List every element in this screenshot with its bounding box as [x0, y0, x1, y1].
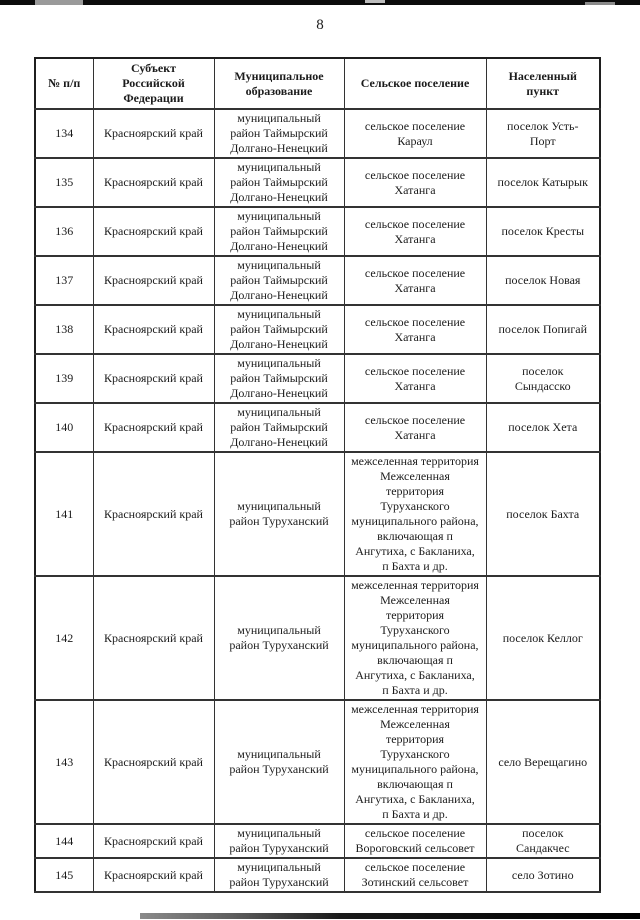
cell-municipality: муниципальный район Таймырский Долгано-Н…: [213, 402, 345, 453]
header-cell-num: № п/п: [34, 57, 94, 110]
top-scan-artifact-bar: [0, 0, 640, 5]
cell-locality: поселок Хета: [485, 402, 601, 453]
table-row: 136 Красноярский край муниципальный райо…: [34, 206, 601, 257]
cell-subject: Красноярский край: [92, 353, 215, 404]
cell-municipality: муниципальный район Таймырский Долгано-Н…: [213, 304, 345, 355]
cell-subject: Красноярский край: [92, 575, 215, 701]
cell-locality: село Верещагино: [485, 699, 601, 825]
header-cell-municipality: Муниципальное образование: [213, 57, 345, 110]
table-row: 141 Красноярский край муниципальный райо…: [34, 451, 601, 577]
table-row: 142 Красноярский край муниципальный райо…: [34, 575, 601, 701]
cell-num: 142: [34, 575, 94, 701]
cell-settlement: межселенная территория Межселенная терри…: [343, 699, 487, 825]
cell-settlement: межселенная территория Межселенная терри…: [343, 575, 487, 701]
cell-subject: Красноярский край: [92, 857, 215, 893]
table-row: 135 Красноярский край муниципальный райо…: [34, 157, 601, 208]
header-cell-locality: Населенный пункт: [485, 57, 601, 110]
header-cell-subject: Субъект Российской Федерации: [92, 57, 215, 110]
cell-municipality: муниципальный район Таймырский Долгано-Н…: [213, 157, 345, 208]
cell-settlement: сельское поселение Хатанга: [343, 206, 487, 257]
bottom-scan-artifact-bar: [140, 913, 640, 919]
cell-num: 141: [34, 451, 94, 577]
cell-locality: поселок Кресты: [485, 206, 601, 257]
cell-locality: поселок Катырык: [485, 157, 601, 208]
table-row: 134 Красноярский край муниципальный райо…: [34, 108, 601, 159]
table-header-row: № п/п Субъект Российской Федерации Муниц…: [34, 57, 601, 110]
cell-num: 136: [34, 206, 94, 257]
table-row: 145 Красноярский край муниципальный райо…: [34, 857, 601, 893]
cell-subject: Красноярский край: [92, 823, 215, 859]
cell-locality: поселок Сандакчес: [485, 823, 601, 859]
table-body: 134 Красноярский край муниципальный райо…: [34, 108, 601, 893]
cell-settlement: сельское поселение Хатанга: [343, 304, 487, 355]
cell-num: 143: [34, 699, 94, 825]
cell-municipality: муниципальный район Туруханский: [213, 699, 345, 825]
cell-subject: Красноярский край: [92, 304, 215, 355]
cell-settlement: сельское поселение Зотинский сельсовет: [343, 857, 487, 893]
cell-num: 145: [34, 857, 94, 893]
cell-municipality: муниципальный район Туруханский: [213, 451, 345, 577]
cell-subject: Красноярский край: [92, 157, 215, 208]
cell-num: 135: [34, 157, 94, 208]
scan-noise: [365, 0, 385, 3]
cell-municipality: муниципальный район Туруханский: [213, 823, 345, 859]
cell-settlement: сельское поселение Хатанга: [343, 353, 487, 404]
table-row: 144 Красноярский край муниципальный райо…: [34, 823, 601, 859]
cell-locality: поселок Келлог: [485, 575, 601, 701]
table-row: 139 Красноярский край муниципальный райо…: [34, 353, 601, 404]
cell-locality: поселок Бахта: [485, 451, 601, 577]
cell-settlement: сельское поселение Вороговский сельсовет: [343, 823, 487, 859]
cell-num: 137: [34, 255, 94, 306]
cell-locality: поселок Усть- Порт: [485, 108, 601, 159]
cell-subject: Красноярский край: [92, 451, 215, 577]
cell-subject: Красноярский край: [92, 255, 215, 306]
cell-locality: поселок Сындасско: [485, 353, 601, 404]
cell-num: 138: [34, 304, 94, 355]
cell-subject: Красноярский край: [92, 206, 215, 257]
cell-num: 139: [34, 353, 94, 404]
cell-municipality: муниципальный район Туруханский: [213, 575, 345, 701]
cell-municipality: муниципальный район Таймырский Долгано-Н…: [213, 206, 345, 257]
cell-subject: Красноярский край: [92, 108, 215, 159]
cell-municipality: муниципальный район Туруханский: [213, 857, 345, 893]
table-row: 143 Красноярский край муниципальный райо…: [34, 699, 601, 825]
page-number: 8: [316, 17, 324, 33]
cell-settlement: сельское поселение Караул: [343, 108, 487, 159]
settlements-table: № п/п Субъект Российской Федерации Муниц…: [34, 57, 601, 893]
cell-settlement: сельское поселение Хатанга: [343, 157, 487, 208]
scan-noise: [585, 2, 615, 5]
cell-municipality: муниципальный район Таймырский Долгано-Н…: [213, 255, 345, 306]
cell-settlement: сельское поселение Хатанга: [343, 402, 487, 453]
cell-locality: село Зотино: [485, 857, 601, 893]
cell-settlement: межселенная территория Межселенная терри…: [343, 451, 487, 577]
cell-subject: Красноярский край: [92, 699, 215, 825]
cell-settlement: сельское поселение Хатанга: [343, 255, 487, 306]
cell-locality: поселок Новая: [485, 255, 601, 306]
cell-municipality: муниципальный район Таймырский Долгано-Н…: [213, 353, 345, 404]
cell-subject: Красноярский край: [92, 402, 215, 453]
cell-num: 140: [34, 402, 94, 453]
cell-num: 144: [34, 823, 94, 859]
scan-noise: [35, 0, 83, 5]
table-row: 140 Красноярский край муниципальный райо…: [34, 402, 601, 453]
cell-municipality: муниципальный район Таймырский Долгано-Н…: [213, 108, 345, 159]
header-cell-settlement: Сельское поселение: [343, 57, 487, 110]
table-row: 137 Красноярский край муниципальный райо…: [34, 255, 601, 306]
table-row: 138 Красноярский край муниципальный райо…: [34, 304, 601, 355]
cell-num: 134: [34, 108, 94, 159]
cell-locality: поселок Попигай: [485, 304, 601, 355]
